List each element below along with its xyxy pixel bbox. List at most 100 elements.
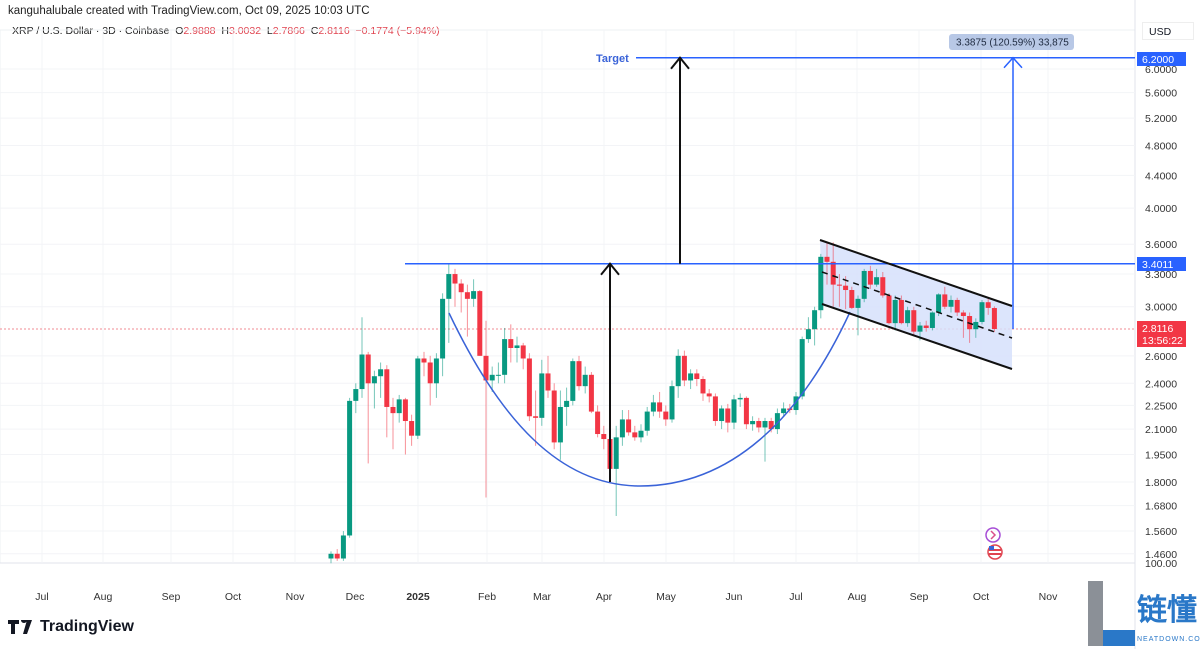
candle-down (991, 308, 997, 329)
price-tick-label: 1.6800 (1145, 501, 1177, 513)
time-axis[interactable]: Jul Aug Sep Oct Nov Dec 2025 Feb Mar Apr May Jun Jul… (35, 591, 1058, 603)
candle-down (843, 285, 849, 291)
candle-down (712, 396, 718, 422)
candle-up (737, 397, 743, 400)
candle-up (514, 345, 520, 349)
candle-up (892, 299, 898, 324)
candle-down (657, 402, 663, 412)
price-tick-label: 6.0000 (1145, 64, 1177, 76)
candle-up (719, 408, 725, 422)
candle-down (706, 393, 712, 397)
price-axis[interactable]: 6.0000 5.6000 5.2000 4.8000 4.4000 4.0000 3.60… (1145, 64, 1177, 561)
candle-down (849, 290, 855, 308)
events-icon[interactable] (985, 527, 1001, 543)
candle-up (440, 298, 446, 359)
candle-down (743, 397, 749, 425)
candle-down (898, 299, 904, 324)
candle-down (402, 399, 408, 422)
cup-curve (448, 311, 851, 487)
high-value: 3.0032 (228, 25, 262, 37)
arrow-head-icon (670, 56, 690, 70)
candle-up (855, 298, 861, 308)
price-tick-label: 5.2000 (1145, 113, 1177, 125)
candle-up (979, 302, 985, 322)
candle-up (495, 374, 501, 376)
price-tick-label: 3.6000 (1145, 239, 1177, 251)
neckline-price-label: 3.4011 (1142, 259, 1173, 271)
candle-up (347, 400, 353, 536)
time-tick-label: Dec (346, 591, 365, 603)
candle-down (520, 345, 526, 359)
svg-text:NEATDOWN.COM: NEATDOWN.COM (1137, 636, 1200, 643)
candle-down (508, 339, 514, 349)
change-value: −0.1774 (−5.94%) (355, 25, 440, 37)
candle-up (650, 402, 656, 412)
tradingview-logo[interactable]: TradingView (8, 618, 134, 636)
open-label: O (175, 25, 184, 37)
us-flag-icon[interactable] (987, 544, 1003, 560)
candle-down (601, 434, 607, 440)
candle-up (774, 413, 780, 430)
candle-up (539, 373, 545, 418)
drawings (0, 240, 1135, 369)
candle-up (973, 321, 979, 330)
high-label: H (221, 25, 229, 37)
candle-up (582, 374, 588, 387)
arrow-head-icon (1003, 56, 1023, 69)
candle-up (353, 389, 359, 401)
candle-down (458, 283, 464, 293)
candle-up (446, 274, 452, 299)
candle-down (700, 379, 706, 394)
candle-down (867, 270, 873, 285)
candle-up (613, 437, 619, 469)
candle-down (694, 373, 700, 380)
candle-up (861, 270, 867, 299)
candle-down (663, 411, 669, 420)
candle-up (805, 329, 811, 340)
low-label: L (266, 25, 273, 37)
candle-up (818, 256, 824, 311)
candle-down (836, 284, 842, 286)
candle-up (812, 310, 818, 330)
time-tick-label: Apr (596, 591, 613, 603)
candle-up (936, 294, 942, 313)
candle-down (632, 432, 638, 438)
price-tick-label: 4.8000 (1145, 141, 1177, 153)
secondary-axis-label: 100.00 (1145, 558, 1177, 570)
price-tick-label: 2.2500 (1145, 400, 1177, 412)
chart-credit: kanguhalubale created with TradingView.c… (8, 5, 370, 17)
candle-down (768, 421, 774, 430)
currency-selector[interactable]: USD (1142, 22, 1194, 40)
measure-label: 3.3875 (120.59%) 33,875 (956, 38, 1069, 49)
candle-up (378, 369, 384, 377)
time-tick-label: Nov (286, 591, 305, 603)
time-tick-label: Sep (162, 591, 181, 603)
candle-down (545, 373, 551, 391)
candle-down (421, 358, 427, 363)
candle-up (502, 339, 508, 375)
candle-up (905, 310, 911, 324)
candle-up (564, 400, 570, 407)
price-tick-label: 3.0000 (1145, 302, 1177, 314)
candle-up (619, 419, 625, 438)
price-tick-label: 2.1000 (1145, 424, 1177, 436)
candle-up (433, 358, 439, 384)
time-tick-label: Oct (225, 591, 241, 603)
candle-up (781, 408, 787, 414)
candle-up (638, 430, 644, 438)
candle-up (415, 358, 421, 436)
candle-down (334, 553, 340, 559)
candle-down (452, 274, 458, 284)
price-tick-label: 1.8000 (1145, 477, 1177, 489)
symbol-name[interactable]: XRP / U.S. Dollar · 3D · Coinbase (12, 25, 170, 37)
candle-up (750, 421, 756, 425)
measure-tooltip: 3.3875 (120.59%) 33,875 (949, 34, 1074, 50)
time-tick-label: Mar (533, 591, 552, 603)
candle-up (917, 325, 923, 332)
candle-down (681, 355, 687, 381)
candle-up (328, 553, 334, 559)
channel-upper-line (819, 239, 1013, 307)
candle-down (477, 291, 483, 356)
price-tick-label: 5.6000 (1145, 88, 1177, 100)
